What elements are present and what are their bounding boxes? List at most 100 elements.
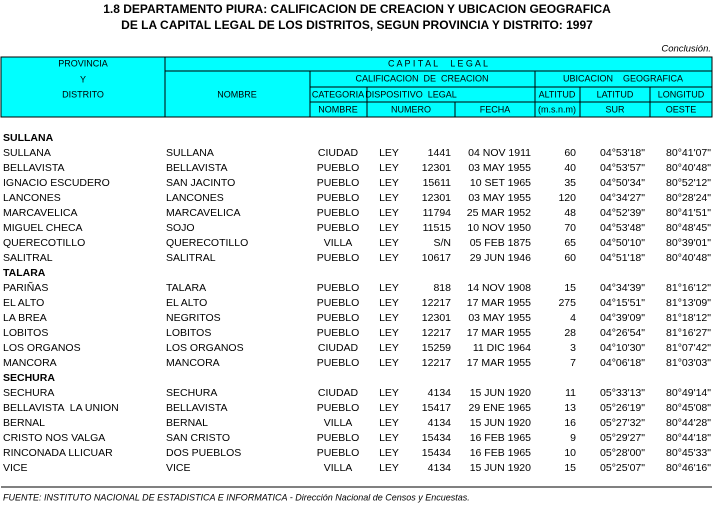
table-cell: LEY bbox=[379, 297, 399, 309]
table-cell: 15434 bbox=[422, 447, 451, 459]
table-cell: 80°48'45" bbox=[666, 222, 711, 234]
header-cell: OESTE bbox=[666, 104, 697, 114]
table-cell: 04°50'10" bbox=[600, 237, 645, 249]
table-cell: BELLAVISTA bbox=[166, 402, 227, 414]
table-cell: VILLA bbox=[324, 462, 353, 474]
table-cell: PUEBLO bbox=[317, 297, 360, 309]
table-cell: SULLANA bbox=[166, 147, 214, 159]
table-cell: 70 bbox=[564, 222, 576, 234]
table-cell: 11 bbox=[565, 387, 576, 399]
table-cell: 04°34'39" bbox=[600, 282, 645, 294]
table-cell: 10617 bbox=[422, 252, 451, 264]
table-cell: LEY bbox=[379, 432, 399, 444]
table-cell: SECHURA bbox=[166, 387, 217, 399]
table-cell: LEY bbox=[379, 192, 399, 204]
table-cell: CRISTO NOS VALGA bbox=[3, 432, 105, 444]
table-cell: 80°28'24" bbox=[666, 192, 711, 204]
table-cell: 04°06'18" bbox=[600, 357, 645, 369]
table-cell: NEGRITOS bbox=[166, 312, 221, 324]
table-cell: 80°45'33" bbox=[666, 447, 711, 459]
table-cell: 05°27'32" bbox=[600, 417, 645, 429]
table-cell: CIUDAD bbox=[318, 342, 359, 354]
table-cell: LEY bbox=[379, 462, 399, 474]
table-cell: 11 DIC 1964 bbox=[473, 342, 531, 354]
table-cell: 15434 bbox=[422, 432, 451, 444]
table-cell: LOS ORGANOS bbox=[166, 342, 244, 354]
table-cell: 17 MAR 1955 bbox=[467, 357, 531, 369]
table-cell: PUEBLO bbox=[317, 177, 360, 189]
table-cell: 7 bbox=[570, 357, 576, 369]
table-cell: 29 ENE 1965 bbox=[469, 402, 532, 414]
table-cell: PUEBLO bbox=[317, 192, 360, 204]
header-cell: DISPOSITIVO LEGAL bbox=[365, 89, 457, 99]
table-cell: VILLA bbox=[324, 237, 353, 249]
table-cell: PUEBLO bbox=[317, 252, 360, 264]
table-cell: 04 NOV 1911 bbox=[468, 147, 531, 159]
table-cell: LEY bbox=[379, 447, 399, 459]
table-cell: LEY bbox=[379, 417, 399, 429]
table-cell: 04°10'30" bbox=[600, 342, 645, 354]
table-cell: LANCONES bbox=[3, 192, 61, 204]
table-cell: 04°34'27" bbox=[600, 192, 645, 204]
table-cell: PUEBLO bbox=[317, 162, 360, 174]
table-cell: 65 bbox=[564, 237, 576, 249]
table-cell: BELLAVISTA LA UNION bbox=[3, 402, 119, 414]
header-cell: PROVINCIA bbox=[58, 58, 108, 68]
header-cell: LONGITUD bbox=[658, 89, 705, 99]
table-cell: 29 JUN 1946 bbox=[470, 252, 531, 264]
table-cell: MARCAVELICA bbox=[166, 207, 241, 219]
table-cell: 48 bbox=[564, 207, 576, 219]
table-cell: LEY bbox=[379, 177, 399, 189]
table-cell: LEY bbox=[379, 342, 399, 354]
table-cell: S/N bbox=[433, 237, 451, 249]
table-cell: 60 bbox=[564, 147, 576, 159]
table-cell: 818 bbox=[433, 282, 451, 294]
header-cell: FECHA bbox=[480, 104, 511, 114]
table-cell: 12301 bbox=[422, 192, 451, 204]
table-cell: 10 NOV 1950 bbox=[467, 222, 531, 234]
table-cell: PUEBLO bbox=[317, 207, 360, 219]
table-cell: 10 bbox=[564, 447, 576, 459]
table-cell: SALITRAL bbox=[3, 252, 53, 264]
table-cell: MANCORA bbox=[166, 357, 220, 369]
header-cell: NUMERO bbox=[391, 104, 431, 114]
table-cell: 05°25'07" bbox=[600, 462, 645, 474]
table-cell: LEY bbox=[379, 252, 399, 264]
table-cell: 12301 bbox=[422, 312, 451, 324]
table-cell: 15 bbox=[564, 282, 576, 294]
table-cell: 81°13'09" bbox=[666, 297, 711, 309]
table-cell: LOS ORGANOS bbox=[3, 342, 81, 354]
table-cell: 81°07'42" bbox=[666, 342, 711, 354]
table-cell: 11794 bbox=[423, 207, 452, 219]
table-cell: 81°18'12" bbox=[666, 312, 711, 324]
table-cell: QUERECOTILLO bbox=[3, 237, 85, 249]
section-heading: TALARA bbox=[3, 267, 46, 279]
table-cell: EL ALTO bbox=[3, 297, 44, 309]
header-cell: CALIFICACION DE CREACION bbox=[355, 73, 488, 83]
table-cell: VILLA bbox=[324, 417, 353, 429]
table-cell: 80°45'08" bbox=[666, 402, 711, 414]
table-cell: 05°33'13" bbox=[600, 387, 645, 399]
table-cell: LEY bbox=[379, 207, 399, 219]
table-cell: 3 bbox=[570, 342, 576, 354]
table-cell: 12217 bbox=[422, 297, 451, 309]
table-cell: 4134 bbox=[428, 417, 452, 429]
header-cell: NOMBRE bbox=[318, 104, 358, 114]
table-cell: LEY bbox=[379, 387, 399, 399]
table-cell: 04°53'48" bbox=[600, 222, 645, 234]
table-cell: 4134 bbox=[428, 462, 452, 474]
table-cell: 17 MAR 1955 bbox=[467, 327, 531, 339]
table-cell: PUEBLO bbox=[317, 282, 360, 294]
section-heading: SULLANA bbox=[3, 132, 54, 144]
table-cell: 04°51'18" bbox=[600, 252, 645, 264]
table-cell: SECHURA bbox=[3, 387, 54, 399]
table-cell: 80°52'12" bbox=[666, 177, 711, 189]
table-cell: SALITRAL bbox=[166, 252, 216, 264]
table-cell: LEY bbox=[379, 327, 399, 339]
table-cell: LEY bbox=[379, 402, 399, 414]
table-cell: 40 bbox=[564, 162, 576, 174]
table-cell: PUEBLO bbox=[317, 327, 360, 339]
table-cell: 81°03'03" bbox=[666, 357, 711, 369]
table-cell: MANCORA bbox=[3, 357, 57, 369]
table-cell: LEY bbox=[379, 222, 399, 234]
